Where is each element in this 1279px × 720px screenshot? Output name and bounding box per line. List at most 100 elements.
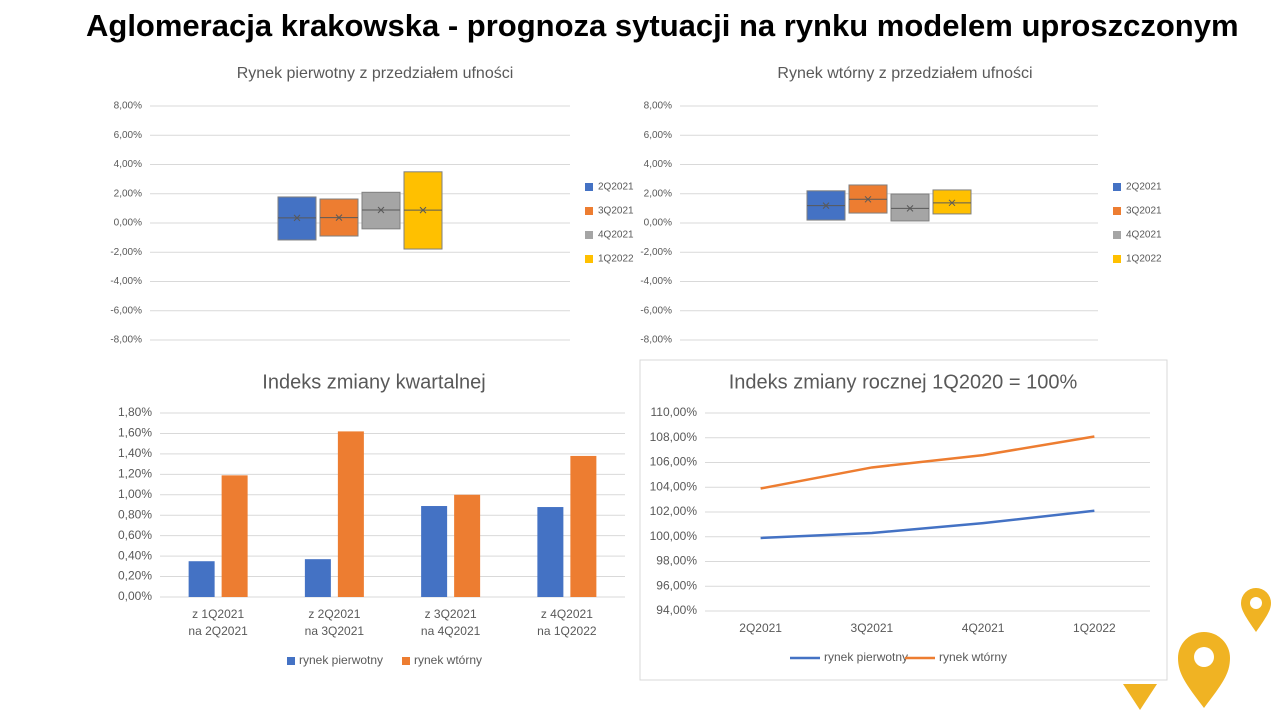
y-tick-label: 94,00% xyxy=(656,603,697,617)
range-box xyxy=(890,193,930,222)
bar xyxy=(454,494,481,597)
x-tick-label: na 2Q2021 xyxy=(188,624,248,638)
legend-swatch xyxy=(287,657,295,665)
y-tick-label: 110,00% xyxy=(651,405,698,419)
y-tick-label: -6,00% xyxy=(110,305,142,316)
y-tick-label: -6,00% xyxy=(640,305,672,316)
legend-swatch xyxy=(1113,231,1121,239)
legend-swatch xyxy=(585,183,593,191)
legend-label: rynek wtórny xyxy=(939,650,1007,664)
x-tick-label: z 2Q2021 xyxy=(308,607,360,621)
x-tick-label: 4Q2021 xyxy=(962,621,1005,635)
y-tick-label: 108,00% xyxy=(650,430,698,444)
y-tick-label: 0,80% xyxy=(118,507,152,521)
map-pin xyxy=(1123,684,1157,710)
y-tick-label: 100,00% xyxy=(650,529,698,543)
bar xyxy=(570,455,597,597)
map-pin xyxy=(1178,632,1230,708)
bar xyxy=(421,506,448,597)
y-tick-label: 0,20% xyxy=(118,569,152,583)
legend-label: 4Q2021 xyxy=(598,230,634,241)
mean-marker xyxy=(404,206,442,214)
mean-marker xyxy=(807,202,845,209)
x-tick-label: na 3Q2021 xyxy=(305,624,365,638)
mean-marker xyxy=(278,214,316,222)
legend-swatch xyxy=(585,255,593,263)
x-tick-label: na 4Q2021 xyxy=(421,624,481,638)
y-tick-label: 96,00% xyxy=(656,578,697,592)
chart-title: Rynek wtórny z przedziałem ufności xyxy=(777,65,1032,82)
map-pin xyxy=(1241,588,1271,632)
legend-label: 2Q2021 xyxy=(598,182,634,193)
y-tick-label: -8,00% xyxy=(110,335,142,346)
y-tick-label: 0,60% xyxy=(118,528,152,542)
legend-label: 4Q2021 xyxy=(1126,230,1162,241)
y-tick-label: 102,00% xyxy=(650,504,698,518)
bar xyxy=(537,507,564,597)
y-tick-label: 6,00% xyxy=(644,130,672,141)
bar xyxy=(337,431,364,597)
legend-swatch xyxy=(402,657,410,665)
y-tick-label: 1,00% xyxy=(118,487,152,501)
chart-title: Indeks zmiany kwartalnej xyxy=(262,371,485,393)
y-tick-label: 0,40% xyxy=(118,548,152,562)
y-tick-label: -2,00% xyxy=(110,247,142,258)
y-tick-label: 0,00% xyxy=(118,589,152,603)
mean-marker xyxy=(849,195,887,203)
bar xyxy=(188,561,215,597)
legend-swatch xyxy=(1113,183,1121,191)
y-tick-label: 1,20% xyxy=(118,467,152,481)
x-tick-label: 2Q2021 xyxy=(739,621,782,635)
mean-marker xyxy=(362,206,400,214)
x-tick-label: z 3Q2021 xyxy=(425,607,477,621)
legend-label: 3Q2021 xyxy=(598,206,634,217)
legend-label: rynek pierwotny xyxy=(299,653,383,667)
legend-swatch xyxy=(1113,255,1121,263)
x-tick-label: 3Q2021 xyxy=(851,621,894,635)
y-tick-label: 0,00% xyxy=(114,218,142,229)
y-tick-label: -2,00% xyxy=(640,247,672,258)
y-tick-label: 4,00% xyxy=(644,159,672,170)
legend-label: 3Q2021 xyxy=(1126,206,1162,217)
mean-marker xyxy=(933,199,971,207)
y-tick-label: 1,60% xyxy=(118,426,152,440)
y-tick-label: -8,00% xyxy=(640,335,672,346)
legend-swatch xyxy=(1113,207,1121,215)
legend-label: 2Q2021 xyxy=(1126,182,1162,193)
y-tick-label: 2,00% xyxy=(644,188,672,199)
legend-label: rynek pierwotny xyxy=(824,650,908,664)
y-tick-label: 8,00% xyxy=(644,101,672,112)
legend-label: 1Q2022 xyxy=(598,254,634,265)
mean-marker xyxy=(891,205,929,212)
legend-label: rynek wtórny xyxy=(414,653,482,667)
x-tick-label: na 1Q2022 xyxy=(537,624,597,638)
x-tick-label: z 4Q2021 xyxy=(541,607,593,621)
map-pin-hole xyxy=(1194,647,1214,667)
y-tick-label: 6,00% xyxy=(114,130,142,141)
x-tick-label: z 1Q2021 xyxy=(192,607,244,621)
legend-swatch xyxy=(585,207,593,215)
line-series xyxy=(760,435,1095,490)
x-tick-label: 1Q2022 xyxy=(1073,621,1116,635)
y-tick-label: 1,40% xyxy=(118,446,152,460)
bar xyxy=(304,559,331,597)
y-tick-label: 104,00% xyxy=(650,479,698,493)
line-series xyxy=(760,509,1095,540)
legend-swatch xyxy=(585,231,593,239)
range-box xyxy=(932,189,972,215)
y-tick-label: 2,00% xyxy=(114,188,142,199)
map-pin-hole xyxy=(1250,597,1262,609)
y-tick-label: 106,00% xyxy=(650,455,698,469)
legend-label: 1Q2022 xyxy=(1126,254,1162,265)
slide-title: Aglomeracja krakowska - prognoza sytuacj… xyxy=(86,8,1239,43)
y-tick-label: 0,00% xyxy=(644,218,672,229)
bar xyxy=(221,475,248,597)
y-tick-label: 1,80% xyxy=(118,405,152,419)
chart-title: Rynek pierwotny z przedziałem ufności xyxy=(237,65,514,82)
y-tick-label: 8,00% xyxy=(114,101,142,112)
y-tick-label: -4,00% xyxy=(640,276,672,287)
y-tick-label: -4,00% xyxy=(110,276,142,287)
chart-title: Indeks zmiany rocznej 1Q2020 = 100% xyxy=(729,371,1078,393)
